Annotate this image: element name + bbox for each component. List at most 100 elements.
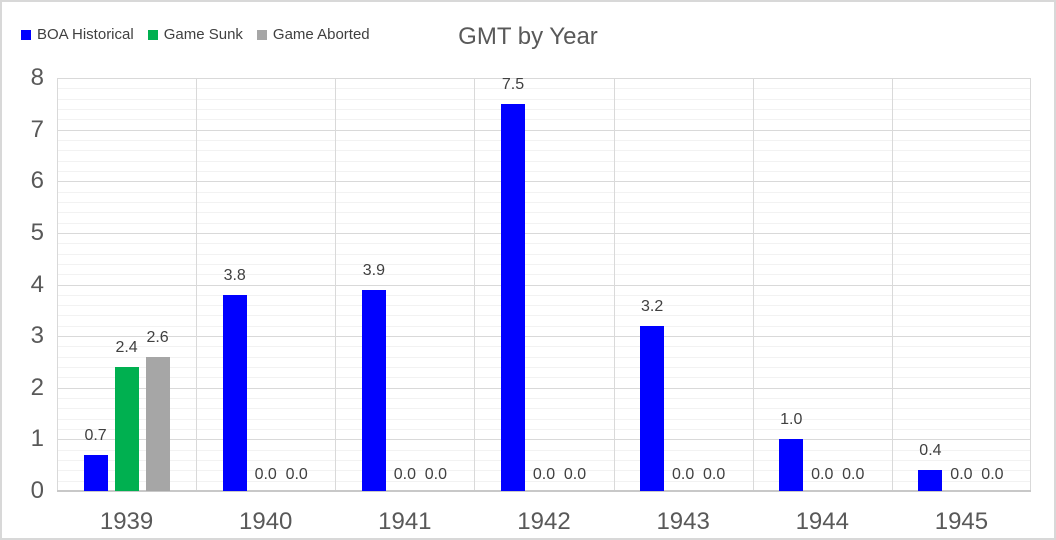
data-label: 2.6 — [146, 328, 169, 346]
minor-gridline — [57, 253, 1031, 255]
minor-gridline — [57, 160, 1031, 162]
data-label: 3.8 — [223, 266, 246, 284]
minor-gridline — [57, 460, 1031, 462]
minor-gridline — [57, 470, 1031, 472]
legend-item: BOA Historical — [21, 26, 134, 44]
y-axis-label: 2 — [30, 373, 44, 401]
minor-gridline — [57, 367, 1031, 369]
vertical-gridline — [335, 78, 336, 491]
x-axis-label: 1942 — [517, 508, 571, 535]
bar-boa-historical-1943 — [640, 325, 665, 491]
data-label: 0.0 — [532, 466, 556, 483]
minor-gridline — [57, 170, 1031, 172]
x-axis-label: 1939 — [99, 508, 154, 535]
data-label: 3.2 — [641, 297, 664, 315]
minor-gridline — [57, 274, 1031, 276]
minor-gridline — [57, 377, 1031, 379]
major-gridline — [57, 232, 1031, 234]
bar-boa-historical-1942 — [501, 103, 525, 491]
major-gridline — [57, 439, 1031, 441]
legend-label: BOA Historical — [37, 26, 134, 43]
minor-gridline — [57, 429, 1031, 431]
minor-gridline — [57, 325, 1031, 327]
x-axis-line — [57, 490, 1031, 492]
minor-gridline — [57, 222, 1031, 224]
data-label: 7.5 — [501, 75, 525, 93]
data-label: 0.0 — [842, 466, 865, 483]
minor-gridline — [57, 119, 1031, 121]
data-label: 0.4 — [919, 442, 942, 460]
y-axis-label: 4 — [30, 270, 44, 298]
legend-item: Game Sunk — [147, 26, 243, 44]
chart-legend: BOA Historical Game Sunk Game Aborted — [21, 26, 370, 44]
y-axis-label: 5 — [30, 218, 44, 246]
minor-gridline — [57, 98, 1031, 100]
minor-gridline — [57, 346, 1031, 348]
data-label: 0.0 — [950, 466, 973, 483]
data-label: 0.0 — [285, 466, 308, 483]
vertical-gridline — [614, 78, 615, 491]
data-label: 1.0 — [780, 411, 803, 429]
vertical-gridline — [1030, 78, 1031, 491]
data-label: 0.0 — [393, 466, 416, 483]
legend-label: Game Aborted — [272, 26, 370, 43]
data-label: 0.0 — [703, 466, 726, 483]
y-axis-label: 1 — [30, 425, 44, 453]
minor-gridline — [57, 88, 1031, 90]
major-gridline — [57, 387, 1031, 389]
minor-gridline — [57, 243, 1031, 245]
bar-boa-historical-1941 — [361, 289, 386, 491]
minor-gridline — [57, 356, 1031, 358]
minor-gridline — [57, 191, 1031, 193]
major-gridline — [57, 129, 1031, 131]
major-gridline — [57, 78, 1031, 79]
major-gridline — [57, 181, 1031, 183]
data-label: 0.0 — [563, 466, 587, 483]
data-label: 0.7 — [84, 426, 107, 444]
minor-gridline — [57, 139, 1031, 141]
minor-gridline — [57, 305, 1031, 307]
data-label: 0.0 — [811, 466, 834, 483]
bar-game-aborted-1939 — [145, 356, 170, 491]
minor-gridline — [57, 418, 1031, 420]
vertical-gridline — [753, 78, 754, 491]
x-axis-label: 1940 — [239, 508, 293, 535]
x-axis-label: 1941 — [378, 508, 432, 535]
bar-boa-historical-1945 — [918, 470, 943, 491]
vertical-gridline — [196, 78, 197, 491]
minor-gridline — [57, 398, 1031, 400]
data-label: 2.4 — [115, 339, 138, 357]
minor-gridline — [57, 294, 1031, 296]
vertical-gridline — [474, 78, 475, 491]
data-label: 0.0 — [672, 466, 695, 483]
legend-swatch-game-sunk — [147, 30, 158, 40]
bar-boa-historical-1940 — [222, 294, 247, 491]
minor-gridline — [57, 108, 1031, 110]
minor-gridline — [57, 408, 1031, 410]
minor-gridline — [57, 150, 1031, 152]
x-axis-label: 1944 — [795, 508, 849, 535]
y-axis-label: 7 — [30, 115, 44, 143]
vertical-gridline — [892, 78, 893, 491]
minor-gridline — [57, 315, 1031, 317]
x-axis-label: 1943 — [656, 508, 710, 535]
minor-gridline — [57, 480, 1031, 482]
legend-swatch-game-aborted — [256, 30, 267, 40]
y-axis-label: 3 — [30, 322, 44, 350]
legend-label: Game Sunk — [163, 26, 243, 43]
bar-boa-historical-1944 — [779, 439, 804, 491]
bar-boa-historical-1939 — [83, 454, 108, 491]
y-axis-label: 6 — [30, 167, 44, 195]
minor-gridline — [57, 449, 1031, 451]
legend-swatch-boa-historical — [21, 30, 31, 40]
data-label: 0.0 — [254, 466, 277, 483]
data-label: 0.0 — [981, 466, 1004, 483]
chart-title: GMT by Year — [458, 23, 598, 50]
vertical-gridline — [57, 78, 58, 491]
data-label: 0.0 — [424, 466, 447, 483]
y-axis-label: 0 — [30, 477, 44, 504]
data-label: 3.9 — [362, 261, 385, 279]
minor-gridline — [57, 212, 1031, 214]
major-gridline — [57, 284, 1031, 286]
